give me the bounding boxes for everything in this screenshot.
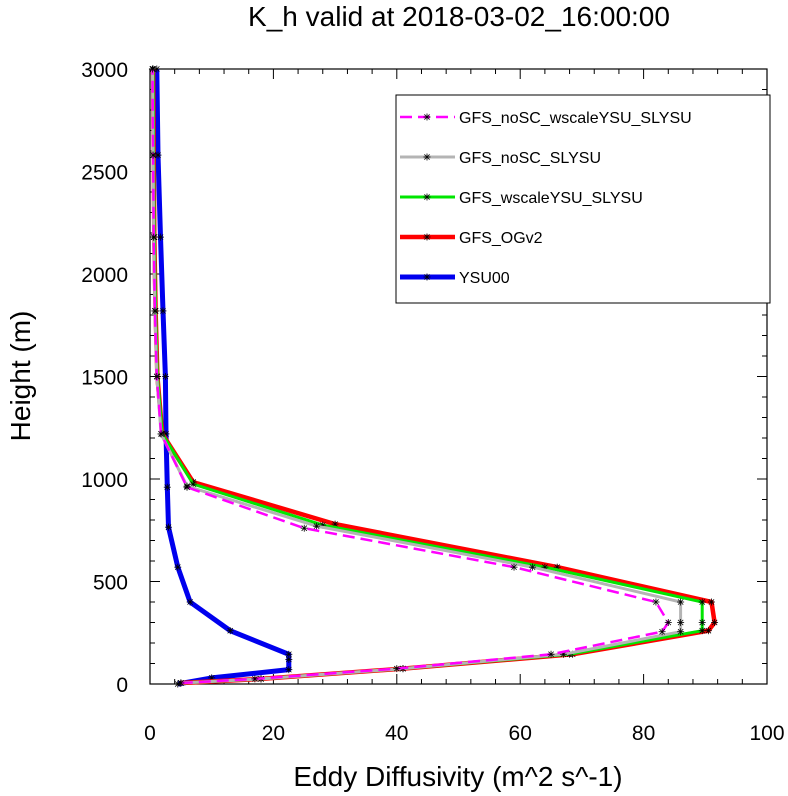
y-tick-label: 1000: [81, 469, 128, 492]
series-4-marker: [165, 523, 173, 531]
series-0-marker: [393, 665, 401, 673]
series-4-marker: [226, 627, 234, 635]
series-0-marker: [183, 483, 191, 491]
y-tick-label: 500: [93, 572, 128, 595]
series-2-marker: [698, 627, 706, 635]
legend-label-3: GFS_OGv2: [459, 230, 543, 247]
x-tick-label: 60: [509, 722, 532, 745]
series-line-4: [154, 68, 292, 687]
series-4-marker: [163, 483, 171, 491]
series-4-marker: [154, 151, 162, 159]
legend-box: [395, 94, 771, 304]
series-2-marker: [189, 480, 197, 488]
series-3-marker: [711, 619, 719, 626]
x-axis-label: Eddy Diffusivity (m^2 s^-1): [293, 761, 622, 792]
legend-label-2: GFS_wscaleYSU_SLYSU: [459, 190, 643, 207]
x-tick-labels: 0 20 40 60 80 100: [144, 722, 784, 745]
y-tick-label: 3000: [81, 59, 128, 82]
series-4-marker: [174, 563, 182, 571]
series-4-marker: [161, 373, 169, 380]
series-lines: [148, 65, 719, 688]
series-0-marker: [300, 524, 308, 532]
series-2-marker: [698, 619, 706, 626]
legend-marker-4: [423, 273, 431, 281]
series-0-marker: [652, 598, 660, 606]
series-0-marker: [664, 619, 672, 626]
legend-marker-3: [423, 233, 431, 241]
series-0-marker: [510, 563, 518, 571]
series-1-marker: [529, 563, 537, 571]
legend-label-1: GFS_noSC_SLYSU: [459, 150, 601, 167]
series-0-marker: [151, 307, 159, 315]
legend-label-4: YSU00: [459, 270, 510, 287]
x-tick-label: 100: [749, 722, 784, 745]
series-0-marker: [149, 151, 157, 159]
series-4-marker: [156, 233, 164, 241]
series-0-marker: [157, 430, 165, 438]
y-tick-label: 2000: [81, 264, 128, 287]
x-tick-label: 80: [632, 722, 655, 745]
series-4-marker: [285, 666, 293, 674]
series-0-marker: [153, 373, 161, 380]
y-tick-label: 1500: [81, 367, 128, 390]
series-4-marker: [186, 598, 194, 606]
series-0-marker: [148, 65, 156, 73]
legend-marker-2: [423, 193, 431, 201]
y-tick-labels: 0 500 1000 1500 2000 2500 3000: [81, 59, 128, 697]
legend-marker-0: [423, 113, 431, 121]
y-tick-label: 2500: [81, 162, 128, 185]
series-0-marker: [658, 628, 666, 636]
series-line-0: [151, 68, 670, 685]
series-line-1: [151, 68, 683, 685]
series-3-marker: [704, 627, 712, 635]
y-axis-label: Height (m): [5, 311, 36, 442]
series-4-marker: [285, 650, 293, 658]
series-1-marker: [677, 628, 685, 636]
series-1-marker: [677, 619, 685, 626]
x-tick-label: 40: [385, 722, 408, 745]
x-tick-label: 0: [144, 722, 156, 745]
legend-marker-1: [423, 153, 431, 161]
series-0-marker: [150, 233, 158, 241]
series-2-marker: [698, 598, 706, 606]
chart-title: K_h valid at 2018-03-02_16:00:00: [248, 1, 670, 32]
legend: GFS_noSC_wscaleYSU_SLYSU GFS_noSC_SLYSU GF…: [395, 94, 771, 304]
series-0-marker: [177, 679, 185, 687]
series-0-marker: [547, 650, 555, 658]
series-1-marker: [313, 522, 321, 530]
series-0-marker: [251, 675, 259, 683]
legend-label-0: GFS_noSC_wscaleYSU_SLYSU: [459, 110, 692, 127]
series-3-marker: [707, 598, 715, 606]
x-tick-label: 20: [262, 722, 285, 745]
series-4-marker: [159, 307, 167, 315]
series-1-marker: [677, 598, 685, 606]
y-tick-label: 0: [116, 674, 128, 697]
